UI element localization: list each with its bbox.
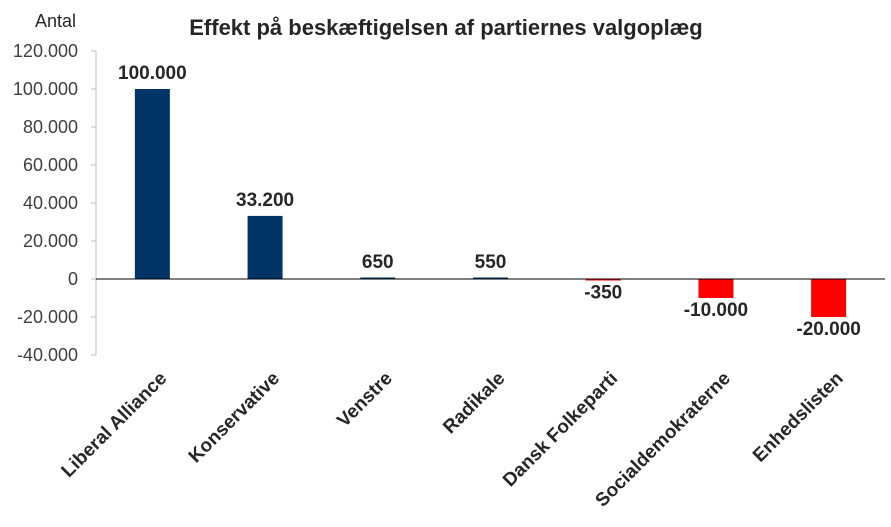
y-tick-label: 80.000 (23, 117, 78, 137)
data-label: -10.000 (684, 300, 748, 321)
chart-title: Effekt på beskæftigelsen af partiernes v… (189, 15, 702, 40)
bars (134, 89, 847, 317)
x-tick-label: Radikale (439, 368, 509, 438)
data-label: 100.000 (118, 63, 187, 84)
x-tick-label: Liberal Alliance (58, 368, 172, 482)
x-tick-label: Venstre (333, 368, 396, 431)
data-labels: 100.000 33.200 650 550 -350 -10.000 -20.000 (118, 63, 861, 340)
x-tick-label: Enhedslisten (749, 368, 847, 466)
bar (360, 277, 396, 279)
bar (698, 279, 734, 298)
y-axis-ticks: 120.000 100.000 80.000 60.000 40.000 20.000 0 -… (13, 41, 96, 365)
y-tick-label: 40.000 (23, 193, 78, 213)
y-tick-label: 20.000 (23, 231, 78, 251)
y-tick-label: -20.000 (17, 307, 78, 327)
y-tick-label: 60.000 (23, 155, 78, 175)
data-label: -20.000 (796, 319, 860, 340)
y-axis-unit-label: Antal (35, 11, 76, 31)
y-tick-label: 100.000 (13, 79, 78, 99)
y-tick-label: 120.000 (13, 41, 78, 61)
bar (585, 279, 621, 281)
data-label: 33.200 (236, 190, 294, 211)
x-tick-label: Dansk Folkeparti (499, 368, 622, 491)
y-tick-label: 0 (68, 269, 78, 289)
y-tick-label: -40.000 (17, 345, 78, 365)
x-axis-labels: Liberal Alliance Konservative Venstre Radik… (58, 368, 848, 511)
data-label: 650 (362, 252, 394, 273)
bar (473, 277, 508, 279)
bar (811, 279, 847, 317)
bar (247, 215, 283, 279)
x-tick-label: Konservative (185, 368, 284, 467)
data-label: 550 (475, 252, 507, 273)
bar (134, 89, 170, 279)
data-label: -350 (584, 283, 622, 304)
